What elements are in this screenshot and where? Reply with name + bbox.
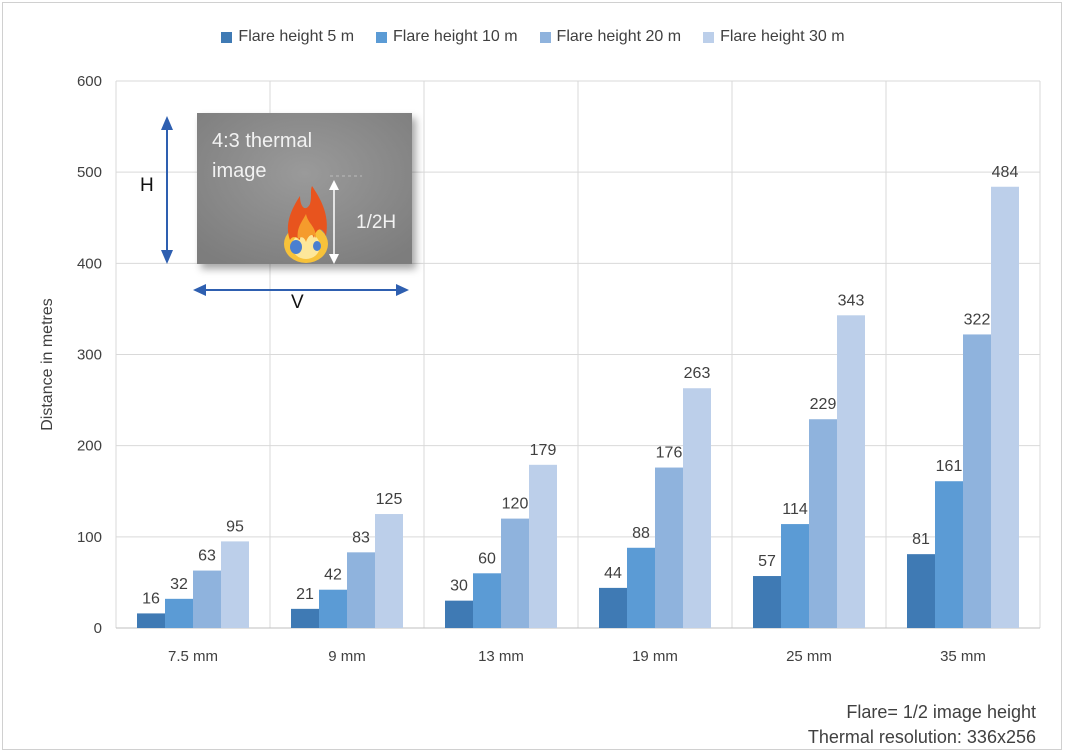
- bar-0-3: [599, 587, 627, 628]
- bar-value-label: 30: [450, 578, 468, 595]
- half-height-arrow: [329, 175, 362, 264]
- inset-title: 4:3 thermal image: [212, 130, 313, 182]
- bar-value-label: 83: [352, 529, 370, 546]
- legend-swatch-flare-5m: [221, 31, 233, 43]
- bar-value-label: 57: [758, 553, 776, 570]
- bar-2-1: [347, 552, 375, 628]
- bar-value-label: 343: [838, 292, 865, 309]
- y-tick-label: 200: [77, 438, 102, 455]
- bar-value-label: 81: [912, 531, 930, 548]
- bar-2-0: [193, 570, 221, 628]
- legend-swatch-flare-10m: [376, 31, 388, 43]
- y-tick-label: 100: [77, 529, 102, 546]
- inset-diagram: [161, 113, 412, 296]
- bar-value-label: 42: [324, 567, 342, 584]
- legend-label-flare-30m: Flare height 30 m: [720, 28, 845, 45]
- bar-value-label: 16: [142, 590, 160, 607]
- bar-0-2: [445, 600, 473, 628]
- bar-value-label: 229: [810, 396, 837, 413]
- bar-2-5: [963, 334, 991, 628]
- bar-1-3: [627, 547, 655, 628]
- legend-item-flare-10m: Flare height 10 m: [376, 24, 518, 50]
- bar-0-0: [137, 613, 165, 628]
- legend-item-flare-5m: Flare height 5 m: [221, 24, 354, 50]
- label-layer: 0 100 200 300 400 500 600 Distance in metres 16 3…: [39, 73, 1018, 665]
- y-tick-label: 600: [77, 73, 102, 90]
- bar-value-label: 120: [502, 496, 529, 513]
- bar-value-label: 322: [964, 311, 991, 328]
- bar-3-2: [529, 464, 557, 628]
- width-arrow: [193, 284, 409, 296]
- x-tick-label: 25 mm: [786, 648, 832, 665]
- y-tick-label: 500: [77, 164, 102, 181]
- x-tick-label: 9 mm: [328, 648, 366, 665]
- bar-value-label: 88: [632, 525, 650, 542]
- legend: Flare height 5 m Flare height 10 m Flare…: [0, 24, 1066, 50]
- bar-2-2: [501, 518, 529, 628]
- legend-label-flare-20m: Flare height 20 m: [556, 28, 682, 45]
- bar-2-3: [655, 467, 683, 628]
- bar-value-label: 263: [684, 365, 711, 382]
- x-tick-label: 7.5 mm: [168, 648, 218, 665]
- y-tick-label: 400: [77, 255, 102, 272]
- bar-value-label: 95: [226, 518, 244, 535]
- legend-item-flare-20m: Flare height 20 m: [539, 24, 682, 50]
- y-tick-label: 300: [77, 347, 102, 364]
- legend-swatch-flare-20m: [539, 31, 551, 43]
- bar-value-label: 44: [604, 565, 622, 582]
- legend-label-flare-5m: Flare height 5 m: [238, 28, 355, 45]
- bar-layer: [137, 186, 1019, 628]
- height-arrow: [161, 116, 173, 264]
- footnote-resolution: Thermal resolution: 336x256: [807, 727, 1036, 747]
- bar-1-4: [781, 524, 809, 628]
- bar-1-0: [165, 598, 193, 628]
- y-axis-label: Distance in metres: [39, 298, 56, 431]
- bar-0-5: [907, 554, 935, 628]
- bar-0-4: [753, 576, 781, 628]
- bar-3-4: [837, 315, 865, 628]
- bar-value-label: 161: [936, 458, 963, 475]
- inset-width-label: V: [291, 292, 304, 313]
- bar-value-label: 484: [992, 164, 1019, 181]
- legend-swatch-flare-30m: [703, 31, 715, 43]
- x-tick-label: 35 mm: [940, 648, 986, 665]
- x-tick-label: 19 mm: [632, 648, 678, 665]
- legend-label-flare-10m: Flare height 10 m: [393, 28, 518, 45]
- bar-1-1: [319, 589, 347, 628]
- inset-height-label: H: [140, 175, 154, 196]
- bar-0-1: [291, 608, 319, 628]
- y-tick-label: 0: [94, 620, 102, 637]
- x-tick-label: 13 mm: [478, 648, 524, 665]
- bar-value-label: 21: [296, 586, 314, 603]
- bar-2-4: [809, 419, 837, 628]
- bar-value-label: 125: [376, 491, 403, 508]
- legend-item-flare-30m: Flare height 30 m: [703, 24, 845, 50]
- flame-icon: [284, 186, 328, 263]
- bar-1-5: [935, 481, 963, 628]
- bar-1-2: [473, 573, 501, 628]
- bar-value-label: 63: [198, 548, 216, 565]
- bar-value-label: 32: [170, 576, 188, 593]
- inset-half-height-label: 1/2H: [356, 212, 397, 233]
- bar-value-label: 114: [782, 501, 808, 518]
- bar-value-label: 179: [530, 442, 557, 459]
- bar-value-label: 176: [656, 445, 683, 462]
- footnote-flare: Flare= 1/2 image height: [846, 702, 1036, 722]
- bar-3-0: [221, 541, 249, 628]
- bar-3-3: [683, 388, 711, 628]
- bar-3-1: [375, 514, 403, 628]
- bar-3-5: [991, 186, 1019, 628]
- bar-value-label: 60: [478, 550, 496, 567]
